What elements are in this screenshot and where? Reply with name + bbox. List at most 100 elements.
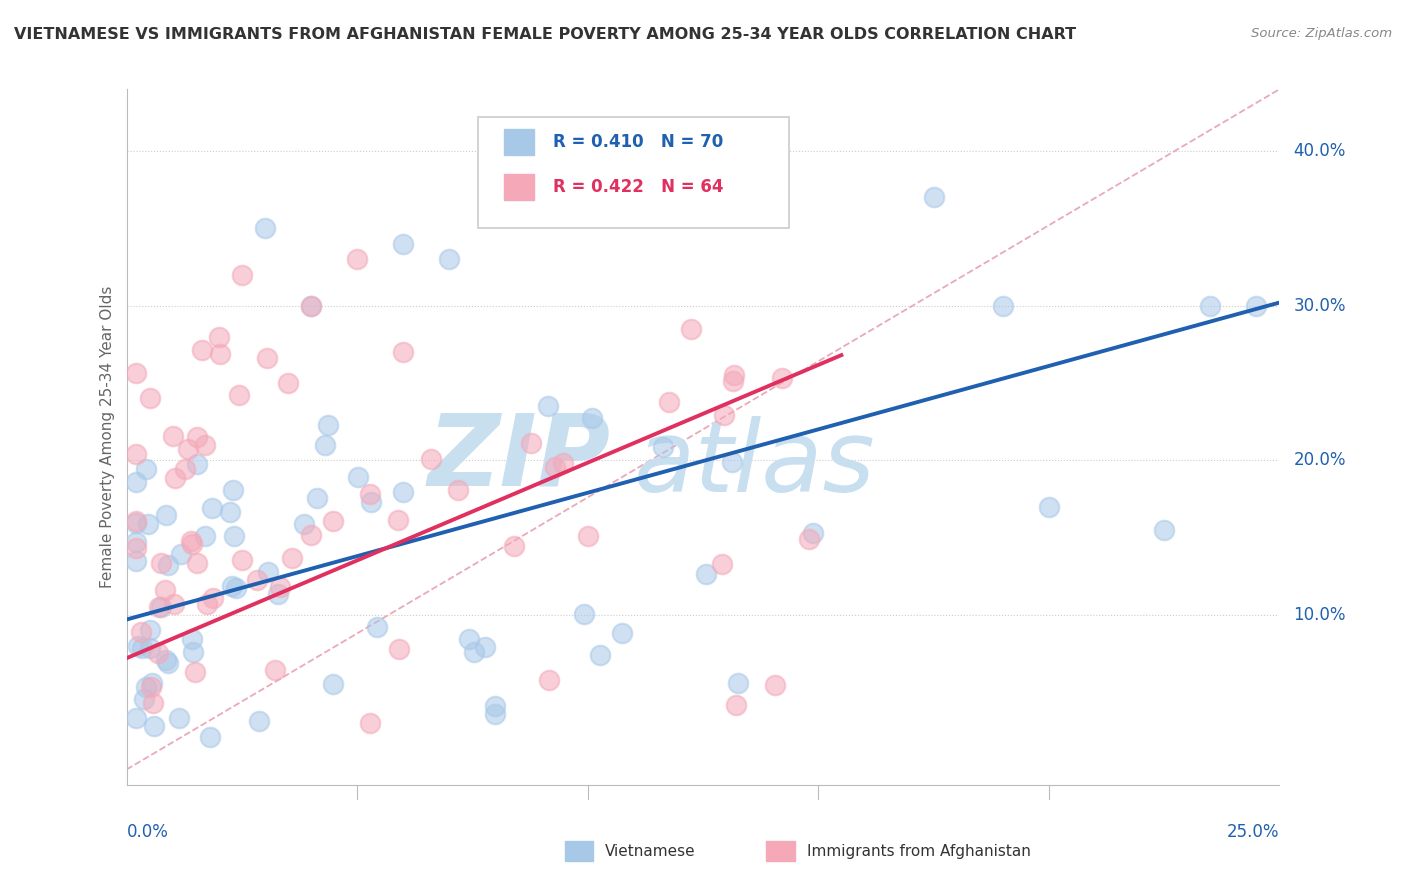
- Point: [1038, 500, 1060, 514]
- Point: [447, 483, 470, 497]
- Point: [474, 640, 496, 654]
- Point: [186, 557, 208, 571]
- Point: [502, 539, 524, 553]
- Point: [221, 483, 243, 497]
- Point: [180, 632, 202, 647]
- Point: [727, 675, 749, 690]
- FancyBboxPatch shape: [565, 840, 593, 862]
- FancyBboxPatch shape: [503, 174, 534, 200]
- Point: [256, 351, 278, 365]
- Point: [797, 532, 820, 546]
- Point: [139, 681, 162, 695]
- Point: [581, 410, 603, 425]
- Point: [135, 680, 157, 694]
- Point: [219, 505, 242, 519]
- Point: [181, 537, 204, 551]
- Point: [463, 645, 485, 659]
- Point: [991, 299, 1014, 313]
- Point: [314, 438, 336, 452]
- Point: [165, 471, 187, 485]
- Point: [194, 438, 217, 452]
- Point: [392, 236, 415, 251]
- Point: [186, 457, 208, 471]
- Point: [186, 430, 208, 444]
- Point: [1153, 523, 1175, 537]
- Point: [681, 322, 703, 336]
- Point: [387, 513, 409, 527]
- Point: [228, 388, 250, 402]
- Point: [269, 580, 291, 594]
- Point: [1246, 299, 1268, 313]
- Point: [770, 370, 793, 384]
- Point: [257, 565, 280, 579]
- Point: [150, 556, 173, 570]
- Text: VIETNAMESE VS IMMIGRANTS FROM AFGHANISTAN FEMALE POVERTY AMONG 25-34 YEAR OLDS C: VIETNAMESE VS IMMIGRANTS FROM AFGHANISTA…: [14, 27, 1076, 42]
- Point: [249, 714, 271, 728]
- Point: [359, 715, 381, 730]
- Point: [574, 607, 596, 621]
- Point: [221, 579, 243, 593]
- Point: [576, 529, 599, 543]
- Point: [169, 547, 191, 561]
- Point: [246, 573, 269, 587]
- Point: [125, 711, 148, 725]
- Point: [922, 190, 945, 204]
- Point: [537, 673, 560, 687]
- Text: ZIP: ZIP: [427, 409, 610, 507]
- Point: [125, 366, 148, 380]
- Point: [136, 516, 159, 531]
- Point: [553, 456, 575, 470]
- Point: [267, 587, 290, 601]
- Text: 30.0%: 30.0%: [1294, 297, 1346, 315]
- Point: [224, 529, 246, 543]
- Point: [180, 533, 202, 548]
- Point: [277, 376, 299, 390]
- Point: [723, 368, 745, 382]
- Point: [163, 597, 186, 611]
- Point: [347, 470, 370, 484]
- Text: 40.0%: 40.0%: [1294, 142, 1346, 160]
- Point: [139, 624, 162, 638]
- Point: [392, 345, 415, 359]
- Point: [132, 692, 155, 706]
- Point: [194, 528, 217, 542]
- Point: [484, 699, 506, 714]
- Point: [201, 500, 224, 515]
- Point: [589, 648, 612, 663]
- Point: [176, 442, 198, 456]
- Text: 25.0%: 25.0%: [1227, 823, 1279, 841]
- Y-axis label: Female Poverty Among 25-34 Year Olds: Female Poverty Among 25-34 Year Olds: [100, 286, 115, 588]
- Point: [299, 299, 322, 313]
- Point: [153, 583, 176, 598]
- Point: [392, 484, 415, 499]
- Point: [143, 719, 166, 733]
- Point: [125, 534, 148, 549]
- Point: [125, 514, 148, 528]
- Point: [125, 541, 148, 555]
- Point: [658, 395, 681, 409]
- FancyBboxPatch shape: [478, 117, 790, 228]
- Point: [520, 435, 543, 450]
- Point: [155, 653, 177, 667]
- Point: [359, 487, 381, 501]
- Point: [157, 656, 180, 670]
- Point: [125, 554, 148, 568]
- Point: [652, 440, 675, 454]
- Point: [536, 399, 558, 413]
- Point: [264, 663, 287, 677]
- Point: [125, 516, 148, 530]
- Point: [801, 525, 824, 540]
- Point: [713, 408, 735, 422]
- Point: [141, 676, 163, 690]
- Point: [155, 508, 177, 523]
- Point: [765, 678, 787, 692]
- Point: [167, 711, 190, 725]
- Point: [148, 646, 170, 660]
- Point: [225, 581, 247, 595]
- Point: [346, 252, 368, 267]
- Point: [388, 641, 411, 656]
- Point: [544, 459, 567, 474]
- Point: [135, 461, 157, 475]
- Point: [183, 645, 205, 659]
- Text: Vietnamese: Vietnamese: [605, 844, 696, 859]
